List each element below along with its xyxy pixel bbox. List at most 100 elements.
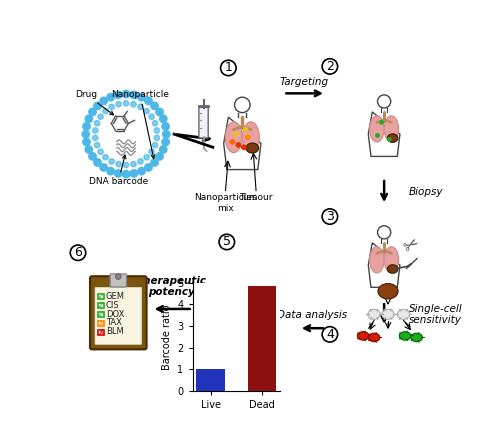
Circle shape: [138, 104, 143, 110]
Circle shape: [103, 155, 108, 160]
Ellipse shape: [378, 283, 398, 299]
Circle shape: [89, 153, 96, 160]
Circle shape: [116, 274, 121, 279]
Ellipse shape: [368, 309, 380, 319]
Text: Tumour: Tumour: [240, 193, 273, 202]
Circle shape: [99, 107, 153, 161]
Circle shape: [144, 108, 150, 114]
Circle shape: [152, 121, 158, 126]
Circle shape: [138, 167, 145, 175]
Circle shape: [376, 134, 379, 137]
Circle shape: [160, 115, 167, 122]
Circle shape: [138, 159, 143, 164]
Circle shape: [151, 102, 158, 110]
FancyBboxPatch shape: [90, 276, 146, 349]
Text: ✓: ✓: [98, 300, 104, 309]
Text: ✓: ✓: [98, 309, 104, 318]
Circle shape: [156, 108, 164, 116]
Circle shape: [149, 149, 154, 154]
Circle shape: [114, 170, 122, 177]
Ellipse shape: [384, 116, 398, 142]
Circle shape: [83, 138, 90, 146]
Circle shape: [124, 162, 129, 167]
Circle shape: [107, 167, 114, 175]
Circle shape: [100, 164, 108, 171]
Text: Nanoparticles
mix: Nanoparticles mix: [194, 193, 256, 213]
Ellipse shape: [382, 309, 394, 319]
Circle shape: [85, 146, 92, 153]
FancyBboxPatch shape: [95, 287, 142, 344]
Text: Data analysis: Data analysis: [277, 311, 347, 320]
FancyBboxPatch shape: [98, 303, 103, 308]
Text: Biopsy: Biopsy: [409, 187, 444, 197]
Text: GEM: GEM: [106, 292, 125, 300]
FancyBboxPatch shape: [110, 274, 126, 287]
Ellipse shape: [399, 332, 411, 340]
Text: 3: 3: [326, 210, 334, 223]
Circle shape: [144, 164, 152, 171]
Circle shape: [154, 135, 160, 141]
FancyBboxPatch shape: [98, 312, 103, 317]
Circle shape: [116, 102, 121, 107]
FancyBboxPatch shape: [199, 107, 208, 138]
Circle shape: [243, 128, 248, 132]
Circle shape: [94, 121, 100, 126]
Circle shape: [131, 102, 136, 107]
FancyBboxPatch shape: [98, 330, 103, 335]
Circle shape: [160, 146, 167, 153]
Circle shape: [85, 115, 92, 122]
Circle shape: [152, 142, 158, 148]
Circle shape: [154, 128, 160, 133]
Circle shape: [162, 123, 170, 130]
Circle shape: [138, 94, 145, 101]
Ellipse shape: [246, 143, 258, 153]
Text: CIS: CIS: [106, 300, 120, 309]
Circle shape: [149, 114, 154, 119]
Bar: [196, 369, 224, 391]
Circle shape: [92, 128, 98, 133]
Circle shape: [122, 170, 130, 178]
Text: DNA barcode: DNA barcode: [88, 155, 148, 187]
Circle shape: [81, 90, 171, 179]
Circle shape: [130, 170, 138, 177]
Circle shape: [107, 94, 114, 101]
Ellipse shape: [384, 247, 398, 273]
Circle shape: [94, 142, 100, 148]
Text: ✗: ✗: [98, 327, 104, 337]
Text: 6: 6: [74, 246, 82, 259]
Circle shape: [380, 121, 383, 124]
Circle shape: [130, 91, 138, 99]
FancyBboxPatch shape: [98, 294, 103, 299]
Circle shape: [109, 104, 114, 110]
Y-axis label: Barcode ratio: Barcode ratio: [162, 304, 172, 370]
Ellipse shape: [388, 134, 398, 142]
Ellipse shape: [358, 332, 369, 340]
Text: ✓: ✓: [98, 292, 104, 300]
Ellipse shape: [225, 122, 242, 153]
Text: 2: 2: [326, 60, 334, 73]
Circle shape: [230, 140, 234, 144]
Circle shape: [234, 132, 238, 136]
Ellipse shape: [370, 116, 384, 142]
Circle shape: [116, 162, 121, 167]
Ellipse shape: [370, 247, 384, 273]
Circle shape: [100, 97, 108, 105]
Circle shape: [114, 91, 122, 99]
Circle shape: [156, 153, 164, 160]
Text: 1: 1: [224, 62, 232, 74]
Text: DOX: DOX: [106, 309, 124, 318]
Circle shape: [162, 138, 170, 146]
Circle shape: [246, 135, 250, 139]
Text: Therapeutic
potency: Therapeutic potency: [137, 276, 207, 297]
Text: 4: 4: [326, 328, 334, 341]
Circle shape: [98, 149, 103, 154]
Text: Single-cell
sensitivity: Single-cell sensitivity: [409, 303, 463, 325]
Circle shape: [144, 155, 150, 160]
Text: 5: 5: [223, 235, 231, 249]
Ellipse shape: [242, 122, 260, 153]
Text: BLM: BLM: [106, 327, 124, 337]
Circle shape: [83, 123, 90, 130]
Bar: [248, 286, 276, 391]
Circle shape: [92, 135, 98, 141]
Ellipse shape: [398, 309, 409, 319]
